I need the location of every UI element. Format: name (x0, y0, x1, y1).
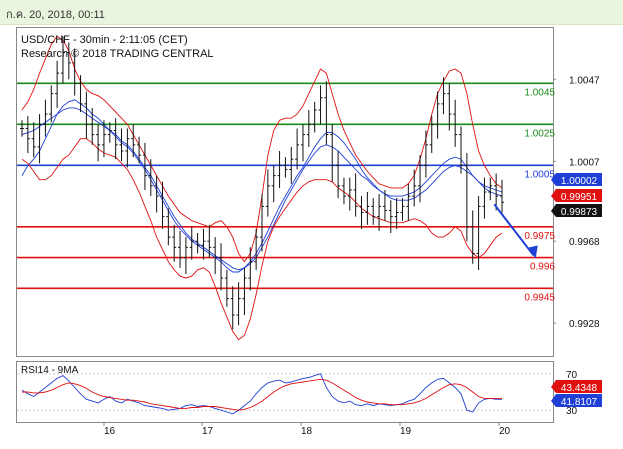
price-tag-label-0: 1.00002 (561, 176, 598, 187)
rsi-line-0 (21, 373, 502, 415)
price-tag-label-1: 0.99951 (561, 192, 598, 203)
price-tag-bg-1 (556, 189, 602, 202)
y-tick-label-3: 0.9928 (569, 319, 600, 330)
forecast-arrow (493, 203, 538, 259)
price-tag-pointer-0 (551, 173, 556, 186)
rsi-line-1 (22, 378, 502, 411)
price-bars (20, 36, 504, 330)
price-panel (16, 27, 554, 357)
rsi-title: RSI14 - 9MA (21, 365, 79, 376)
rsi-tag-pointer-0 (551, 380, 556, 393)
timestamp: ก.ค. 20, 2018, 00:11 (6, 9, 105, 21)
x-tick-label-3: 19 (400, 426, 412, 437)
level-label-4: 0.996 (530, 262, 555, 273)
x-tick-label-0: 16 (104, 426, 116, 437)
level-label-2: 1.0005 (524, 169, 555, 180)
price-tag-bg-2 (556, 204, 602, 217)
y-tick-label-2: 0.9968 (569, 237, 600, 248)
x-tick-labels: 16 17 18 19 20 (103, 422, 511, 437)
rsi-tag-bg-0 (556, 380, 602, 393)
level-label-0: 1.0045 (524, 87, 555, 98)
indicator-line-4 (21, 138, 503, 341)
rsi-tag-label-0: 43.4348 (561, 383, 598, 394)
price-tag-bg-0 (556, 173, 602, 186)
rsi-tag-label-1: 41.8107 (561, 397, 598, 408)
y-tick-label-0: 1.0047 (569, 75, 600, 86)
x-tick-label-1: 17 (202, 426, 214, 437)
chart-title: USD/CHF - 30min - 2:11:05 (CET) (21, 34, 188, 46)
price-tags: 1.00002 0.99951 0.99873 43.4348 41.8107 (551, 173, 602, 408)
level-label-3: 0.9975 (524, 231, 555, 242)
timestamp-bar: ก.ค. 20, 2018, 00:11 (0, 0, 623, 25)
price-tag-pointer-2 (551, 204, 556, 217)
rsi-tick-label-0: 70 (566, 370, 578, 381)
arrow-head (528, 245, 538, 259)
y-tick-label-1: 1.0007 (569, 157, 600, 168)
arrow-shaft (493, 203, 535, 257)
rsi-panel (16, 361, 554, 423)
rsi-tag-pointer-1 (551, 394, 556, 407)
level-label-1: 1.0025 (524, 128, 555, 139)
y-tick-labels: 1.0047 1.0007 0.9968 0.9928 70 30 (17, 75, 600, 417)
chart-subtitle: Research © 2018 TRADING CENTRAL (21, 48, 214, 60)
rsi-tick-label-1: 30 (566, 406, 578, 417)
x-tick-label-4: 20 (499, 426, 511, 437)
price-tag-pointer-1 (551, 189, 556, 202)
rsi-tag-bg-1 (556, 394, 602, 407)
x-tick-label-2: 18 (301, 426, 313, 437)
level-label-5: 0.9945 (524, 292, 555, 303)
price-tag-label-2: 0.99873 (561, 207, 598, 218)
rsi-lines (21, 373, 502, 415)
